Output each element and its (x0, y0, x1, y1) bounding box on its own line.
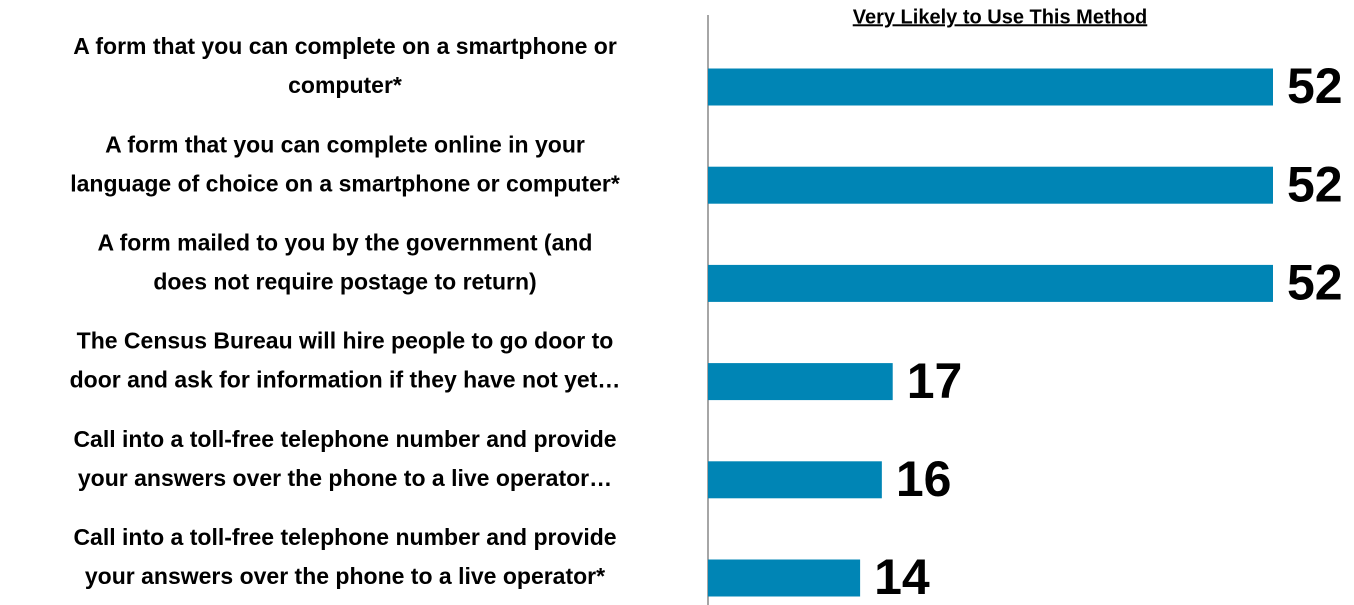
value-label: 52 (1287, 255, 1343, 311)
value-label: 52 (1287, 156, 1343, 212)
category-label: your answers over the phone to a live op… (78, 465, 612, 491)
category-label: Call into a toll-free telephone number a… (73, 426, 616, 452)
bar (708, 166, 1273, 204)
value-label: 14 (874, 549, 930, 605)
bar (708, 559, 861, 597)
bar (708, 461, 882, 499)
category-label: your answers over the phone to a live op… (85, 563, 605, 589)
bar (708, 264, 1273, 302)
category-label: A form that you can complete on a smartp… (73, 33, 617, 59)
category-label: language of choice on a smartphone or co… (70, 170, 620, 196)
value-label: 52 (1287, 58, 1343, 114)
category-label: Call into a toll-free telephone number a… (73, 524, 616, 550)
chart-title: Very Likely to Use This Method (853, 6, 1148, 28)
value-label: 16 (896, 451, 952, 507)
bar (708, 68, 1273, 106)
category-label: does not require postage to return) (153, 268, 536, 294)
category-label: A form mailed to you by the government (… (98, 229, 593, 255)
category-label: The Census Bureau will hire people to go… (77, 328, 614, 354)
category-label: computer* (288, 72, 402, 98)
category-label: A form that you can complete online in y… (105, 131, 585, 157)
category-label: door and ask for information if they hav… (70, 367, 621, 393)
value-label: 17 (907, 353, 963, 409)
bar (708, 363, 893, 401)
